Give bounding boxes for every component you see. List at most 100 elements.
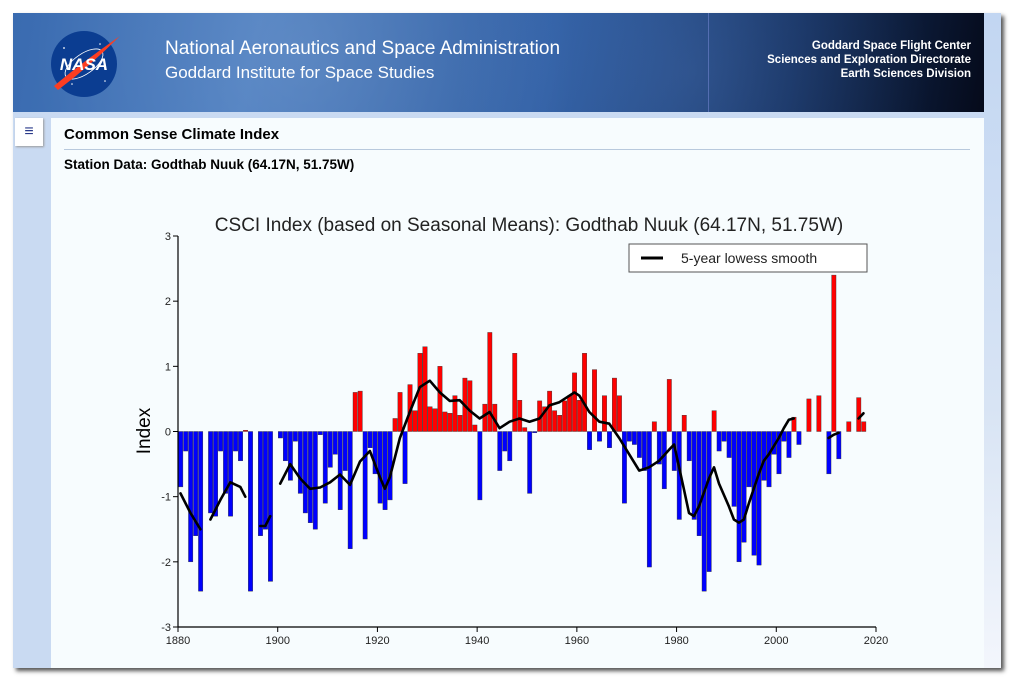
bar-negative bbox=[218, 431, 223, 452]
bar-negative bbox=[402, 431, 408, 484]
bar-negative bbox=[661, 431, 667, 490]
bar-positive bbox=[357, 390, 363, 432]
bar-negative bbox=[641, 431, 647, 471]
bar-positive bbox=[432, 408, 438, 432]
bar-positive bbox=[397, 392, 403, 432]
institute-name: Goddard Institute for Space Studies bbox=[165, 63, 435, 82]
bar-negative bbox=[776, 431, 782, 475]
bar-positive bbox=[522, 427, 528, 432]
bar-negative bbox=[826, 431, 832, 475]
bar-negative bbox=[781, 431, 787, 442]
bar-positive bbox=[562, 400, 567, 432]
bar-negative bbox=[507, 431, 513, 462]
bar-negative bbox=[238, 431, 243, 462]
bar-positive bbox=[547, 390, 553, 432]
y-axis-label: Index bbox=[134, 407, 155, 454]
smooth-layer bbox=[179, 379, 865, 531]
bar-negative bbox=[756, 431, 762, 566]
bar-negative bbox=[746, 431, 752, 488]
x-tick-label: 1920 bbox=[365, 635, 389, 647]
bar-negative bbox=[766, 431, 772, 488]
bar-positive bbox=[412, 410, 418, 432]
bar-positive bbox=[437, 366, 443, 432]
bar-positive bbox=[861, 421, 867, 432]
bar-negative bbox=[607, 431, 612, 448]
smooth-line bbox=[179, 492, 202, 531]
y-tick-label: 2 bbox=[165, 296, 171, 308]
bar-positive bbox=[791, 416, 797, 432]
bar-negative bbox=[307, 431, 313, 523]
bar-positive bbox=[816, 395, 822, 432]
bar-negative bbox=[731, 431, 737, 507]
bar-negative bbox=[248, 431, 253, 592]
bar-positive bbox=[352, 392, 358, 432]
bar-positive bbox=[557, 415, 563, 432]
bar-positive bbox=[572, 372, 577, 432]
bar-negative bbox=[312, 431, 318, 530]
bar-negative bbox=[646, 431, 652, 568]
bar-negative bbox=[636, 431, 642, 458]
bar-negative bbox=[198, 431, 204, 592]
bar-positive bbox=[512, 353, 518, 432]
bar-negative bbox=[342, 431, 348, 471]
bar-negative bbox=[761, 431, 767, 481]
page-title: Common Sense Climate Index bbox=[64, 126, 280, 143]
bar-negative bbox=[302, 431, 308, 514]
header-line-division: Earth Sciences Division bbox=[840, 68, 971, 80]
bar-negative bbox=[208, 431, 214, 514]
bar-negative bbox=[726, 431, 732, 458]
bar-negative bbox=[292, 431, 298, 442]
bar-negative bbox=[527, 431, 533, 494]
bar-positive bbox=[442, 411, 448, 432]
site-header: NASA National Aeronautics and Space Admi… bbox=[13, 13, 984, 112]
bar-positive bbox=[517, 400, 523, 432]
bar-negative bbox=[377, 431, 383, 504]
bar-negative bbox=[382, 431, 388, 510]
hamburger-menu-icon: ≡ bbox=[24, 123, 34, 140]
bar-negative bbox=[587, 431, 592, 450]
bar-negative bbox=[322, 431, 328, 504]
station-label: Station Data: Godthab Nuuk (64.17N, 51.7… bbox=[64, 157, 355, 172]
bar-positive bbox=[582, 353, 587, 432]
bar-negative bbox=[223, 431, 228, 494]
bar-negative bbox=[233, 431, 238, 452]
legend-box bbox=[628, 243, 868, 273]
nasa-logo-icon[interactable]: NASA bbox=[50, 26, 122, 98]
title-divider bbox=[64, 149, 970, 150]
bar-negative bbox=[188, 431, 194, 563]
menu-button[interactable]: ≡ bbox=[15, 118, 43, 146]
content-panel bbox=[51, 118, 984, 668]
bar-negative bbox=[337, 431, 343, 510]
bar-positive bbox=[612, 377, 617, 432]
x-tick-label: 1880 bbox=[166, 635, 190, 647]
bar-negative bbox=[696, 431, 702, 536]
header-divider bbox=[708, 13, 709, 112]
bar-negative bbox=[836, 431, 842, 460]
y-tick-label: -3 bbox=[161, 622, 171, 634]
legend-label: 5-year lowess smooth bbox=[681, 250, 817, 266]
bar-positive bbox=[392, 418, 398, 432]
y-tick-label: -1 bbox=[161, 492, 171, 504]
bar-negative bbox=[283, 431, 288, 462]
bar-negative bbox=[347, 431, 353, 550]
x-tick-label: 1900 bbox=[265, 635, 289, 647]
bar-positive bbox=[806, 398, 812, 432]
smooth-line bbox=[259, 514, 272, 528]
bar-negative bbox=[258, 431, 263, 536]
bar-negative bbox=[627, 431, 632, 442]
bar-positive bbox=[447, 413, 453, 432]
bar-negative bbox=[317, 431, 323, 435]
bar-positive bbox=[467, 380, 473, 432]
bar-positive bbox=[617, 395, 622, 432]
agency-name: National Aeronautics and Space Administr… bbox=[165, 38, 561, 59]
y-tick-label: 1 bbox=[165, 361, 171, 373]
bar-positive bbox=[243, 429, 248, 432]
header-background bbox=[13, 13, 984, 112]
bar-negative bbox=[632, 431, 637, 445]
header-line-directorate: Sciences and Exploration Directorate bbox=[767, 54, 971, 66]
smooth-line bbox=[278, 379, 795, 524]
bar-negative bbox=[278, 431, 283, 439]
header-line-gsfc: Goddard Space Flight Center bbox=[811, 40, 971, 52]
bar-positive bbox=[452, 395, 458, 432]
bar-negative bbox=[332, 431, 338, 455]
